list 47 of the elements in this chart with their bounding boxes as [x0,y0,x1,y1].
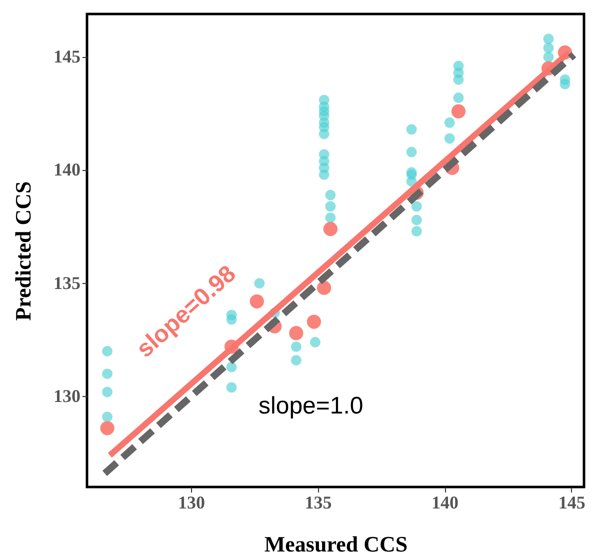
point [289,326,304,340]
point [543,52,554,62]
point [444,117,455,128]
point [543,42,554,54]
x-axis-title: Measured CCS [264,532,408,556]
point [102,346,113,356]
point [310,336,320,348]
point [290,355,302,366]
point [325,190,336,200]
annotation: slope=1.0 [258,392,364,420]
point [318,169,330,180]
y-tick-label: 135 [54,272,80,293]
x-tick-label: 140 [432,492,459,512]
point [102,368,113,380]
point [290,341,302,352]
point [317,280,332,295]
point [306,314,322,329]
point [102,412,113,422]
point [451,104,466,118]
x-tick-label: 130 [178,492,205,512]
point [323,222,338,236]
point [560,78,570,90]
point [411,201,422,212]
y-axis-title: Predicted CCS [10,181,36,321]
point [254,278,265,289]
y-tick-label: 145 [54,46,80,66]
point [318,128,330,140]
point [226,382,237,393]
y-tick-label: 130 [54,386,80,406]
point [325,201,336,212]
x-tick-label: 135 [304,492,332,512]
point [406,176,417,187]
point [102,386,113,398]
point [453,92,464,103]
point [250,294,264,308]
x-tick-label: 145 [558,492,586,512]
point [226,362,237,372]
point [411,226,422,236]
point [444,133,455,144]
y-tick-label: 140 [54,160,80,180]
point [453,74,464,85]
point [411,214,422,226]
point [406,124,417,135]
point [406,146,417,158]
point [325,212,336,223]
point [100,421,114,436]
point [543,34,554,44]
